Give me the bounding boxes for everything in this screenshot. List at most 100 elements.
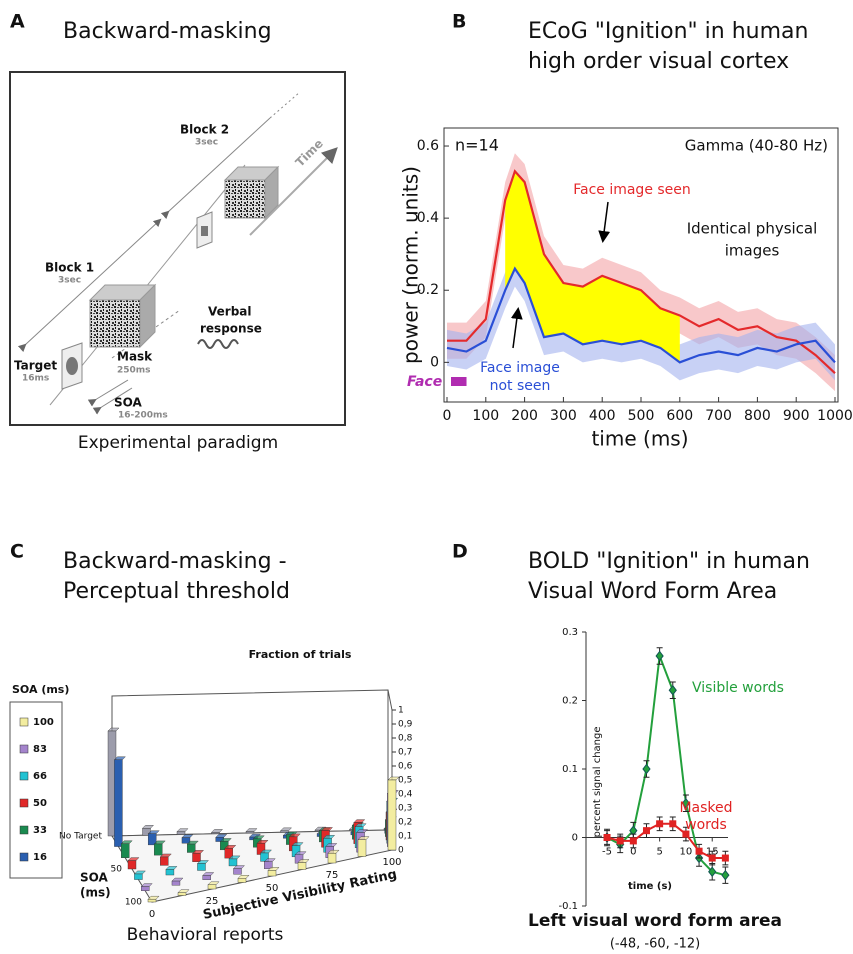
- bar: [203, 876, 211, 880]
- panel-caption: Behavioral reports: [127, 925, 284, 945]
- x-tick-label: 600: [666, 408, 693, 424]
- diagram-label: Target: [14, 359, 57, 373]
- panel-title: BOLD "Ignition" in human: [528, 549, 810, 574]
- x-axis-label: time (ms): [591, 427, 688, 451]
- diagram-label: Block 2: [180, 123, 229, 137]
- data-point: [696, 848, 703, 855]
- z-tick-label: 0,3: [398, 804, 412, 814]
- panel-title: ECoG "Ignition" in human: [528, 19, 808, 44]
- diagram-label: response: [200, 322, 262, 336]
- diagram-label: Verbal: [208, 305, 252, 319]
- x-tick-label: 500: [628, 408, 655, 424]
- bar-top: [108, 728, 119, 731]
- panel-title: Backward-masking -: [63, 549, 287, 574]
- legend-swatch: [20, 826, 28, 834]
- panel-title: Backward-masking: [63, 19, 272, 44]
- bar: [134, 874, 142, 880]
- panel-label: C: [10, 541, 24, 563]
- data-point: [669, 686, 676, 695]
- bar: [197, 863, 205, 870]
- x-tick-label: 0: [149, 909, 155, 920]
- data-point: [617, 837, 624, 844]
- bar-top: [177, 829, 188, 832]
- bar: [358, 840, 366, 857]
- z-tick-label: 0,6: [398, 762, 413, 772]
- bar: [172, 881, 180, 885]
- y-tick-label: 0: [430, 354, 439, 370]
- panel-label: D: [452, 541, 468, 563]
- voice-wave: [198, 340, 238, 348]
- bar: [177, 832, 185, 835]
- figure: A Backward-masking Block 2 3sec Time Blo…: [0, 0, 853, 954]
- diagram-label: 16-200ms: [118, 411, 168, 421]
- legend-swatch: [20, 718, 28, 726]
- annotation: images: [725, 242, 780, 260]
- x-tick-label: 100: [382, 857, 401, 868]
- legend-label: 66: [33, 771, 47, 782]
- y-axis-label: percent signal change: [592, 726, 603, 837]
- x-axis-label: time (s): [628, 881, 672, 892]
- bar: [229, 859, 237, 866]
- z-tick-label: 0,1: [398, 832, 412, 842]
- x-tick-label: 0: [443, 408, 452, 424]
- legend-swatch: [20, 853, 28, 861]
- x-tick-label: 1000: [817, 408, 853, 424]
- legend-title: SOA (ms): [12, 683, 69, 696]
- z-axis-label: Fraction of trials: [249, 648, 352, 661]
- bar: [328, 853, 336, 863]
- region-label: Left visual word form area: [528, 911, 782, 931]
- x-tick-label: 700: [705, 408, 732, 424]
- z-tick-label: 1: [398, 706, 404, 716]
- series-label: words: [685, 817, 727, 833]
- series-label: Masked: [679, 800, 732, 816]
- legend-swatch: [20, 799, 28, 807]
- pointer-arrow: [603, 202, 608, 240]
- bar: [154, 844, 162, 855]
- series-label: not seen: [490, 378, 551, 394]
- bar: [141, 887, 149, 891]
- legend-label: 83: [33, 744, 47, 755]
- bar: [281, 831, 289, 832]
- x-tick-label: 300: [550, 408, 577, 424]
- data-point: [643, 765, 650, 774]
- bar-top: [212, 829, 223, 832]
- bar: [121, 844, 129, 858]
- page: { "panels": { "A": {"label": "A", "title…: [0, 0, 853, 954]
- series-label: Face image seen: [573, 182, 691, 198]
- depth-tick-label: 100: [125, 898, 142, 908]
- legend-label: 16: [33, 852, 47, 863]
- bar: [298, 863, 306, 870]
- panel-label: A: [10, 11, 25, 33]
- data-point: [669, 820, 676, 827]
- diagram-label: 16ms: [22, 374, 49, 384]
- panel-title: Perceptual threshold: [63, 579, 290, 604]
- series-label: Visible words: [692, 680, 784, 696]
- diagram-label: 3sec: [58, 276, 81, 286]
- depth-axis-label: (ms): [80, 886, 111, 900]
- diagram-label: SOA: [114, 396, 143, 410]
- x-tick-label: 10: [680, 847, 693, 858]
- data-point: [630, 837, 637, 844]
- data-point: [722, 855, 729, 862]
- bar: [128, 861, 136, 869]
- y-tick-label: 0.1: [562, 764, 578, 775]
- stimulus-bar: [451, 377, 467, 386]
- pointer-arrow: [513, 310, 518, 348]
- bar: [160, 857, 168, 865]
- depth-tick-label: No Target: [59, 832, 102, 842]
- bar: [148, 899, 156, 902]
- data-point: [604, 834, 611, 841]
- bar: [233, 869, 241, 875]
- bar: [193, 853, 201, 861]
- x-tick-label: 900: [783, 408, 810, 424]
- panel-title: Visual Word Form Area: [528, 579, 777, 604]
- bar-top: [246, 829, 257, 832]
- z-tick-label: 0,2: [398, 818, 412, 828]
- legend-label: 33: [33, 825, 47, 836]
- y-tick-label: 0.3: [562, 627, 578, 638]
- depth-tick-label: 50: [111, 865, 123, 875]
- data-point: [656, 651, 663, 660]
- bar: [388, 780, 396, 850]
- diagram-label: Block 1: [45, 261, 94, 275]
- data-point: [709, 855, 716, 862]
